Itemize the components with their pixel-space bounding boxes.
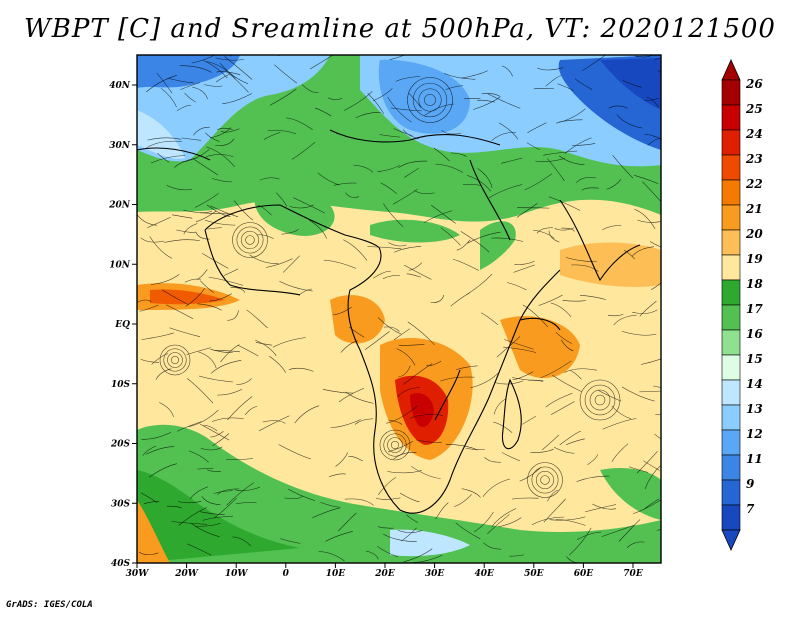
lon-label: 30E <box>425 569 445 579</box>
colorbar-label: 9 <box>746 477 755 491</box>
grads-credit: GrADS: IGES/COLA <box>6 600 93 610</box>
colorbar-swatch <box>721 229 741 256</box>
lon-label: 20E <box>374 569 395 579</box>
colorbar-swatch <box>721 79 741 106</box>
colorbar-swatch <box>721 454 741 481</box>
colorbar-swatch <box>721 179 741 206</box>
colorbar-label: 20 <box>745 227 763 241</box>
colorbar-label: 18 <box>746 277 763 291</box>
lat-label: EQ <box>114 320 130 330</box>
lat-label: 40N <box>109 81 131 91</box>
longitude-axis: 30W 20W 10W 0 10E 20E 30E 40E 50E 60E 70E <box>126 563 643 579</box>
lat-label: 10S <box>111 380 131 390</box>
coastlines <box>137 129 641 514</box>
colorbar-label: 16 <box>746 327 763 341</box>
lat-label: 30S <box>111 499 131 509</box>
lon-label: 40E <box>475 569 495 579</box>
colorbar-swatch <box>721 129 741 156</box>
lat-label: 30N <box>109 141 131 151</box>
colorbar-label: 26 <box>745 77 763 91</box>
colorbar-label: 21 <box>745 202 763 216</box>
colorbar-swatch <box>721 154 741 181</box>
colorbar-label: 19 <box>746 252 763 266</box>
colorbar-swatch <box>721 204 741 231</box>
colorbar-swatch <box>721 104 741 131</box>
lat-label: 40S <box>111 559 131 569</box>
colorbar-label: 24 <box>745 127 763 141</box>
colorbar-swatch <box>721 354 741 381</box>
wbpt-shaded-field <box>137 55 661 563</box>
colorbar-label: 13 <box>746 402 763 416</box>
lon-label: 10E <box>326 569 346 579</box>
colorbar-swatch <box>721 279 741 306</box>
colorbar-label: 11 <box>746 452 763 466</box>
map-title: WBPT [C] and Sreamline at 500hPa, VT: 20… <box>24 14 776 44</box>
lon-label: 20W <box>174 569 199 579</box>
lon-label: 50E <box>524 569 544 579</box>
lon-label: 30W <box>126 569 150 579</box>
lon-label: 60E <box>574 569 594 579</box>
streamlines <box>137 55 661 563</box>
colorbar-label: 7 <box>746 502 755 516</box>
colorbar-bottom-arrow <box>721 529 741 551</box>
colorbar-swatch <box>721 329 741 356</box>
colorbar-swatch <box>721 254 741 281</box>
lat-label: 10N <box>109 260 131 270</box>
colorbar-swatch <box>721 379 741 406</box>
lon-label: 70E <box>623 569 643 579</box>
colorbar-swatch <box>721 429 741 456</box>
latitude-axis: 40N 30N 20N 10N EQ 10S 20S 30S 40S <box>108 81 137 569</box>
colorbar-top-arrow <box>721 59 741 81</box>
colorbar-label: 12 <box>746 427 763 441</box>
colorbar-swatch <box>721 504 741 531</box>
colorbar-swatch <box>721 404 741 431</box>
colorbar-label: 25 <box>745 102 763 116</box>
colorbar-label: 23 <box>745 152 763 166</box>
colorbar-swatch <box>721 479 741 506</box>
lat-label: 20N <box>108 201 131 211</box>
colorbar-swatch <box>721 304 741 331</box>
colorbar: 26 25 24 23 22 21 20 19 18 17 16 15 14 13 12 11 9 7 <box>721 59 763 551</box>
lon-label: 0 <box>283 569 290 579</box>
colorbar-label: 14 <box>746 377 763 391</box>
lon-label: 10W <box>225 569 249 579</box>
colorbar-label: 22 <box>745 177 763 191</box>
colorbar-label: 15 <box>746 352 763 366</box>
lat-label: 20S <box>110 440 131 450</box>
colorbar-label: 17 <box>746 302 763 316</box>
